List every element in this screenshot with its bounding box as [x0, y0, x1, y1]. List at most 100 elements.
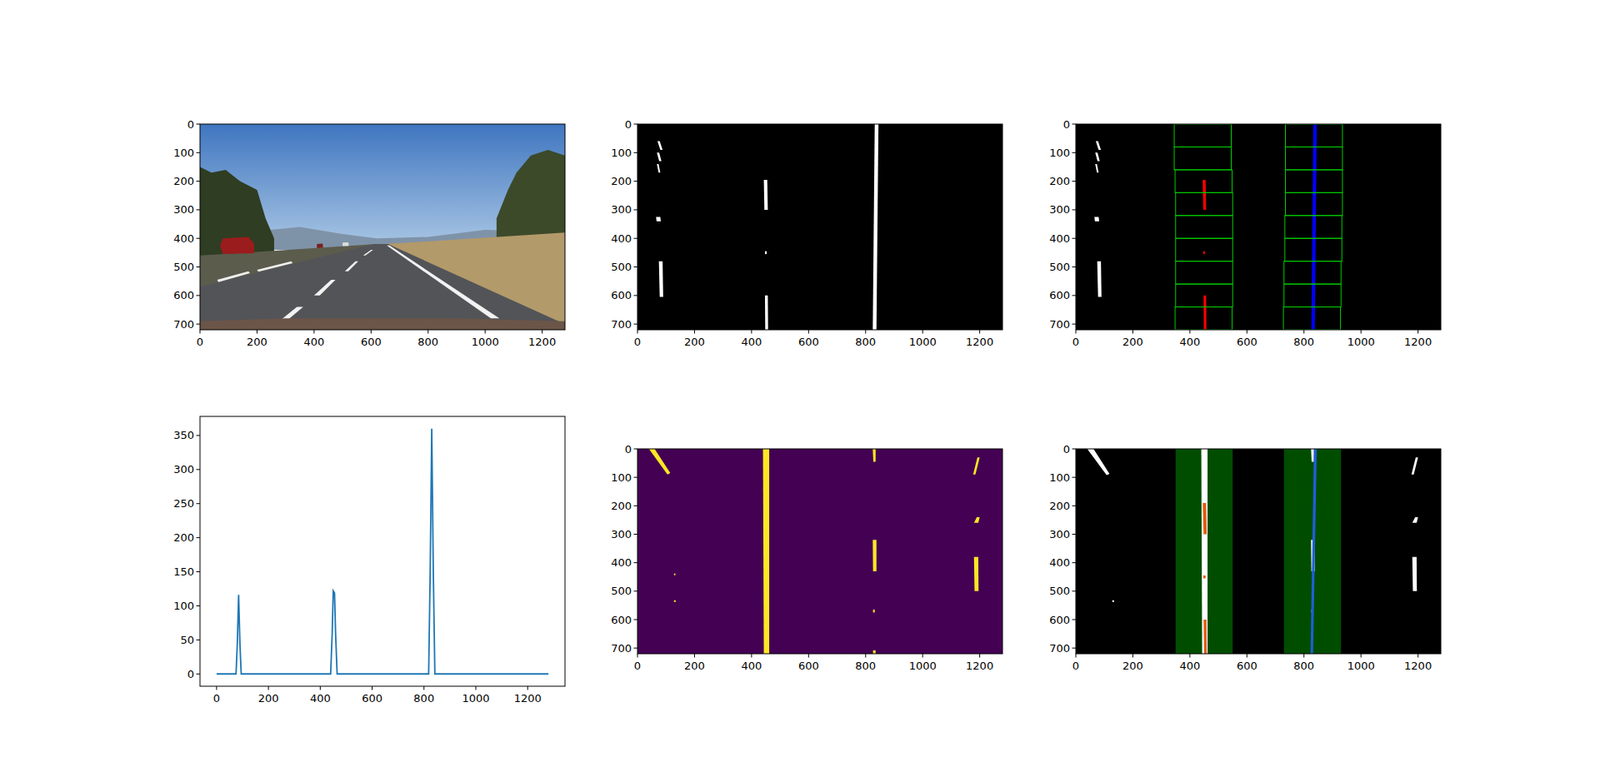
- lane-pixels: [872, 540, 876, 572]
- y-tick: [634, 590, 639, 592]
- search-window: [1174, 124, 1231, 147]
- x-tick-label: 400: [1179, 660, 1200, 673]
- panel: 0200400600800100012000501001502002503003…: [173, 416, 565, 705]
- y-tick-label: 600: [1049, 289, 1070, 302]
- x-tick: [1417, 654, 1419, 659]
- y-tick-label: 700: [610, 642, 632, 655]
- plot-area: [1075, 449, 1441, 655]
- x-tick: [423, 686, 425, 691]
- x-tick: [427, 330, 429, 335]
- y-tick: [196, 209, 201, 210]
- lane-pixels: [974, 557, 979, 592]
- x-tick-label: 800: [1293, 660, 1315, 673]
- x-tick-label: 1000: [1347, 335, 1375, 349]
- y-tick-label: 100: [610, 471, 632, 485]
- x-tick-label: 600: [1236, 660, 1258, 673]
- x-tick: [256, 330, 258, 335]
- y-tick-label: 300: [610, 203, 632, 216]
- y-tick-label: 700: [1049, 642, 1070, 655]
- y-tick-label: 250: [173, 497, 195, 510]
- y-tick: [1072, 124, 1077, 125]
- x-tick: [1360, 330, 1362, 335]
- y-tick: [196, 537, 201, 539]
- x-tick: [750, 654, 752, 659]
- plot-area: [637, 449, 1003, 655]
- x-tick: [750, 330, 752, 335]
- y-tick-label: 600: [610, 614, 632, 627]
- y-tick: [1072, 238, 1077, 240]
- y-tick: [196, 295, 201, 296]
- image-background: [637, 449, 1003, 655]
- lane-pixels: [1203, 251, 1205, 255]
- y-tick: [1072, 180, 1077, 182]
- image-background: [1075, 124, 1441, 330]
- y-tick: [1072, 152, 1077, 154]
- axes-frame: [1075, 449, 1441, 655]
- search-window: [1285, 215, 1342, 239]
- y-tick: [634, 180, 639, 182]
- x-tick: [808, 330, 810, 335]
- y-tick: [1072, 324, 1077, 325]
- y-tick: [196, 435, 201, 436]
- x-tick-label: 1000: [909, 660, 937, 673]
- x-tick-label: 800: [417, 335, 439, 349]
- x-tick: [371, 686, 373, 691]
- y-tick: [196, 180, 201, 182]
- panel: 0200400600800100012000100200300400500600…: [173, 118, 565, 350]
- x-tick-label: 0: [196, 335, 204, 349]
- search-window: [1285, 124, 1343, 147]
- lane-pixels: [674, 574, 676, 576]
- y-tick: [196, 152, 201, 154]
- lane-pixels: [1202, 180, 1206, 210]
- lane-pixels: [765, 251, 767, 255]
- search-window: [1175, 284, 1233, 307]
- x-tick: [370, 330, 372, 335]
- y-tick: [1072, 562, 1077, 564]
- y-tick-label: 200: [610, 500, 632, 513]
- x-tick-label: 1200: [965, 335, 994, 349]
- search-region: [1175, 449, 1233, 655]
- lane-pixels: [973, 457, 980, 475]
- x-tick-label: 400: [740, 335, 762, 349]
- image-background: [637, 124, 1003, 330]
- x-tick: [313, 330, 315, 335]
- y-tick-label: 400: [1049, 556, 1070, 570]
- y-tick: [1072, 505, 1077, 507]
- x-tick-label: 600: [360, 335, 382, 349]
- axes-frame: [637, 449, 1003, 655]
- y-tick-label: 300: [1049, 203, 1070, 216]
- y-tick: [634, 324, 639, 325]
- search-window: [1175, 261, 1233, 285]
- x-tick-label: 200: [1122, 335, 1144, 349]
- x-tick: [979, 654, 980, 659]
- plot-area: [200, 124, 565, 330]
- car-hood: [200, 318, 565, 330]
- figure: 0200400600800100012000100200300400500600…: [0, 0, 1600, 772]
- lane-dash: [345, 261, 359, 272]
- y-tick-label: 0: [1063, 443, 1070, 456]
- y-tick: [196, 266, 201, 268]
- x-tick-label: 0: [213, 692, 220, 705]
- x-tick: [922, 654, 924, 659]
- x-tick-label: 1200: [514, 692, 542, 705]
- y-tick: [1072, 590, 1077, 592]
- y-tick: [634, 266, 639, 268]
- histogram-line: [216, 429, 549, 675]
- x-tick-label: 600: [798, 335, 820, 349]
- car-far: [342, 242, 350, 246]
- x-tick-label: 1200: [1404, 660, 1432, 673]
- lane-pixels: [1095, 141, 1101, 150]
- search-window: [1285, 146, 1343, 170]
- lane-pixels: [763, 449, 770, 655]
- x-tick-label: 600: [361, 692, 383, 705]
- x-tick: [215, 686, 217, 691]
- x-tick: [200, 330, 201, 335]
- lane-pixels: [1412, 517, 1419, 524]
- lane-pixels: [764, 180, 769, 210]
- y-tick: [196, 238, 201, 240]
- x-tick-label: 400: [303, 335, 325, 349]
- x-tick: [1075, 330, 1077, 335]
- y-tick: [634, 295, 639, 296]
- plot-area: [637, 124, 1003, 330]
- lane-pixels: [1203, 575, 1206, 579]
